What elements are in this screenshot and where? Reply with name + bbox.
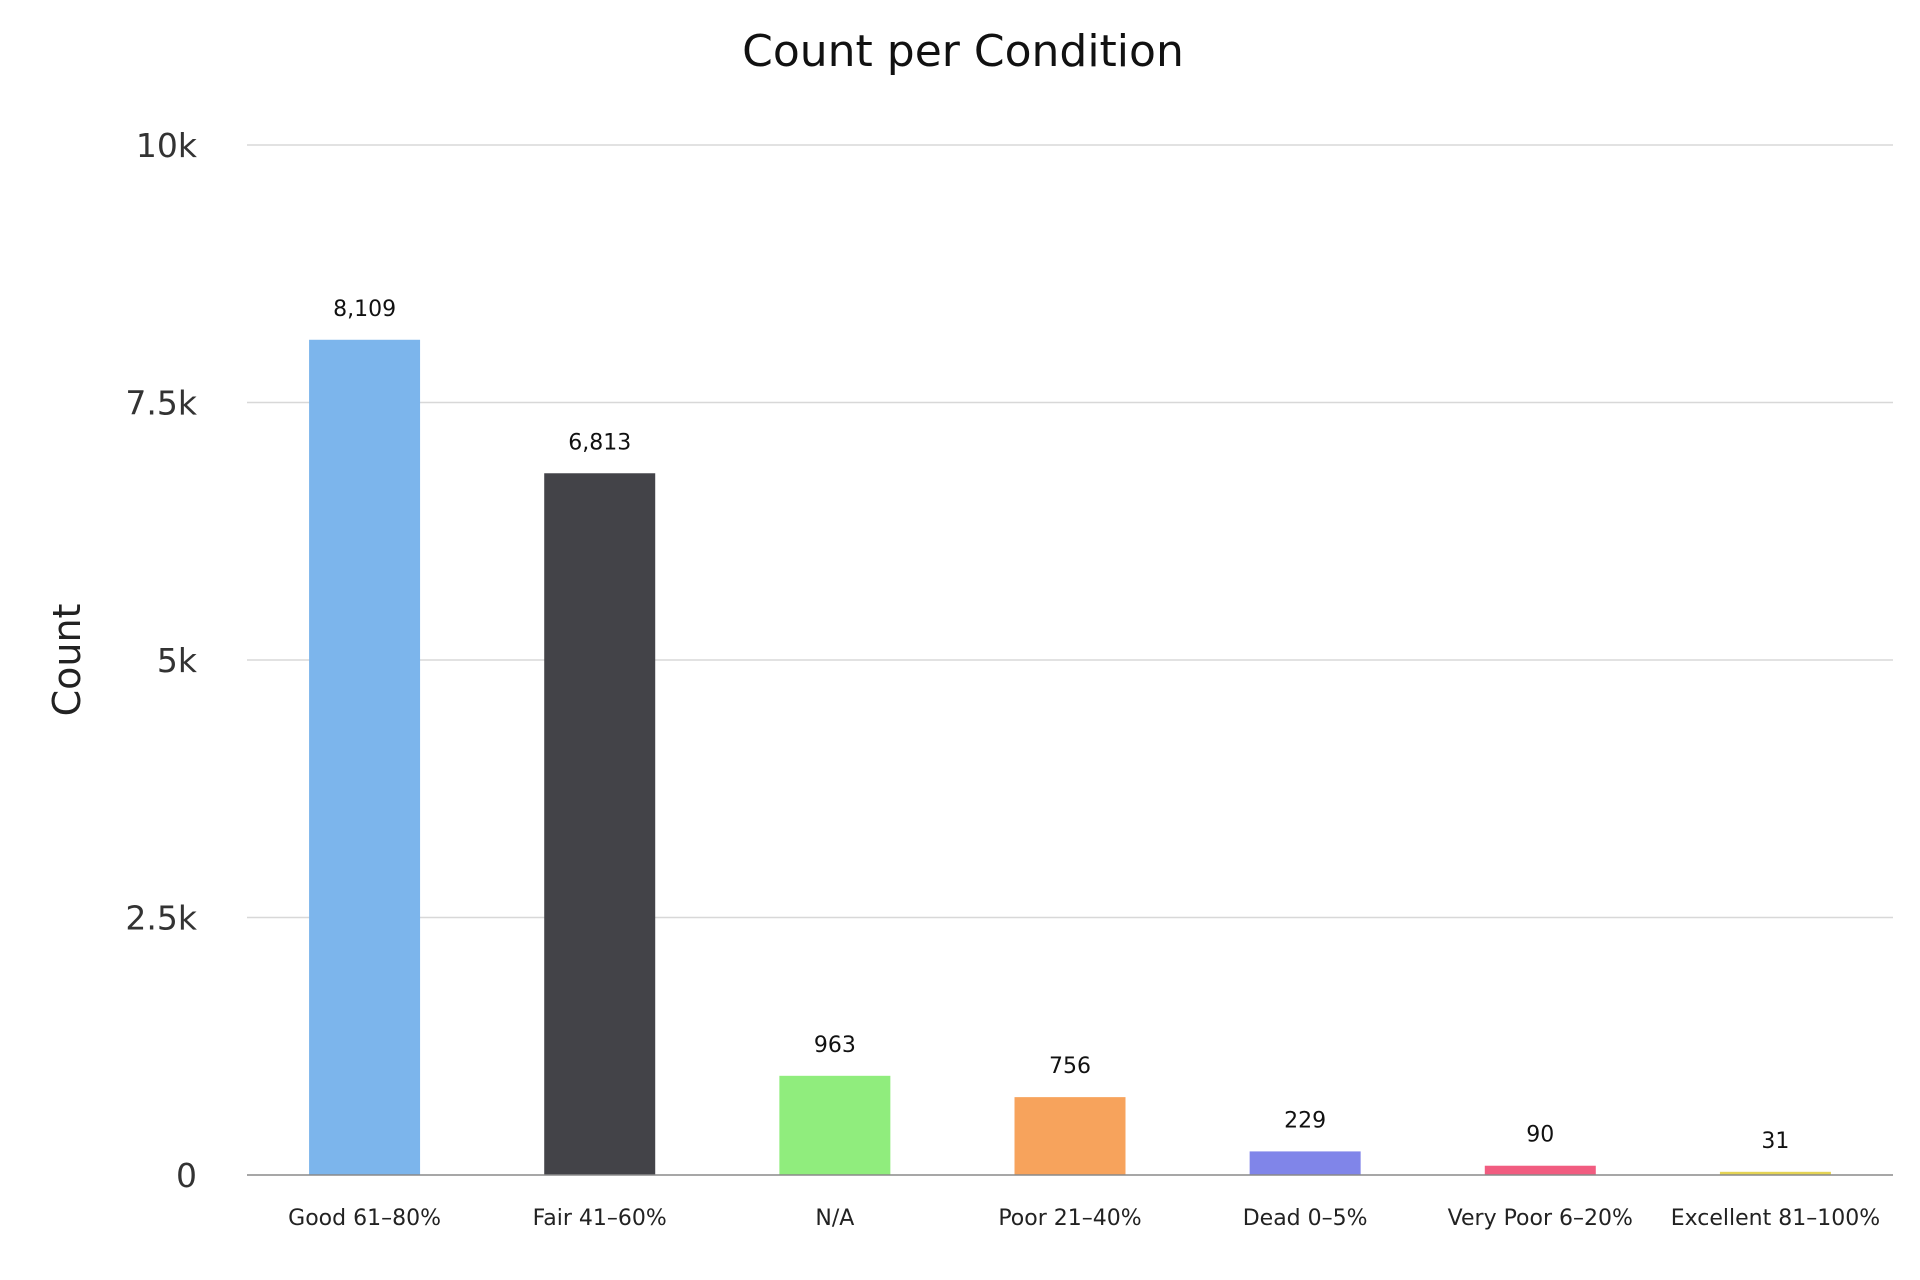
y-tick-label: 10k — [136, 126, 198, 165]
data-label: 31 — [1761, 1129, 1789, 1154]
data-labels: 8,109 6,813 963 756 229 90 31 — [333, 297, 1789, 1154]
x-axis-ticks: Good 61–80% Fair 41–60% N/A Poor 21–40% Dead… — [288, 1206, 1880, 1231]
chart-title: Count per Condition — [742, 26, 1184, 77]
data-label: 90 — [1526, 1123, 1554, 1148]
x-tick-label: Fair 41–60% — [533, 1206, 667, 1231]
data-label: 963 — [814, 1033, 856, 1058]
x-tick-label: Very Poor 6–20% — [1448, 1206, 1633, 1231]
data-label: 229 — [1284, 1108, 1326, 1133]
bar[interactable] — [544, 473, 656, 1175]
grid-lines — [247, 144, 1893, 919]
x-tick-label: Good 61–80% — [288, 1206, 441, 1231]
y-tick-label: 2.5k — [125, 899, 197, 938]
y-tick-label: 5k — [157, 641, 198, 680]
data-label: 8,109 — [333, 297, 396, 322]
bar[interactable] — [1484, 1165, 1596, 1175]
data-label: 756 — [1049, 1054, 1091, 1079]
bar[interactable] — [1249, 1151, 1361, 1175]
bar[interactable] — [779, 1075, 891, 1175]
y-tick-label: 7.5k — [125, 384, 197, 423]
bar[interactable] — [1719, 1171, 1831, 1175]
bars — [309, 339, 1831, 1175]
x-tick-label: N/A — [815, 1206, 854, 1231]
x-tick-label: Poor 21–40% — [998, 1206, 1141, 1231]
data-label: 6,813 — [568, 430, 631, 455]
bar[interactable] — [1014, 1097, 1126, 1175]
y-axis-ticks: 0 2.5k 5k 7.5k 10k — [125, 126, 197, 1195]
y-tick-label: 0 — [176, 1156, 197, 1195]
x-tick-label: Dead 0–5% — [1243, 1206, 1368, 1231]
bar[interactable] — [309, 339, 421, 1175]
x-tick-label: Excellent 81–100% — [1671, 1206, 1880, 1231]
y-axis-label: Count — [45, 604, 89, 717]
